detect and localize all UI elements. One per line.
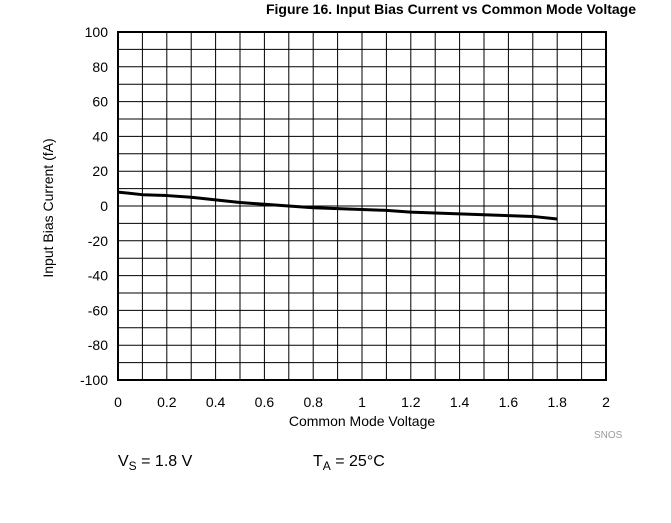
x-tick-label: 1.6 <box>499 394 519 410</box>
x-tick-label: 0.6 <box>255 394 275 410</box>
x-axis-label: Common Mode Voltage <box>289 413 436 429</box>
y-tick-label: 80 <box>92 59 108 75</box>
y-tick-label: -40 <box>88 268 108 284</box>
ta-subscript: A <box>323 459 331 473</box>
chart-title: Figure 16. Input Bias Current vs Common … <box>266 1 636 17</box>
x-axis-ticks: 0 0.2 0.4 0.6 0.8 1 1.2 1.4 1.6 1.8 2 <box>114 394 610 410</box>
grid <box>118 32 606 380</box>
y-tick-label: -80 <box>88 337 108 353</box>
x-tick-label: 0.8 <box>303 394 323 410</box>
vs-symbol: V <box>118 453 129 470</box>
x-tick-label: 0.2 <box>157 394 177 410</box>
y-tick-label: 0 <box>100 198 108 214</box>
x-tick-label: 1.2 <box>401 394 421 410</box>
y-tick-label: 100 <box>85 24 109 40</box>
y-tick-label: 20 <box>92 163 108 179</box>
ta-symbol: T <box>313 453 323 470</box>
y-axis-ticks: 100 80 60 40 20 0 -20 -40 -60 -80 -100 <box>80 24 108 388</box>
vs-value: = 1.8 V <box>137 453 193 470</box>
y-tick-label: 40 <box>92 128 108 144</box>
y-tick-label: -60 <box>88 302 108 318</box>
x-tick-label: 1 <box>358 394 366 410</box>
x-tick-label: 1.8 <box>547 394 567 410</box>
y-tick-label: -20 <box>88 233 108 249</box>
x-tick-label: 1.4 <box>450 394 470 410</box>
y-axis-label: Input Bias Current (fA) <box>40 138 56 277</box>
vs-subscript: S <box>129 459 137 473</box>
supply-voltage-condition: VS = 1.8 V <box>118 453 193 473</box>
x-tick-label: 0 <box>114 394 122 410</box>
y-tick-label: -100 <box>80 372 108 388</box>
x-tick-label: 0.4 <box>206 394 226 410</box>
ta-value: = 25°C <box>331 453 385 470</box>
ambient-temperature-condition: TA = 25°C <box>313 453 385 473</box>
y-tick-label: 60 <box>92 94 108 110</box>
x-tick-label: 2 <box>602 394 610 410</box>
footnote-code: SNOS <box>594 430 623 441</box>
